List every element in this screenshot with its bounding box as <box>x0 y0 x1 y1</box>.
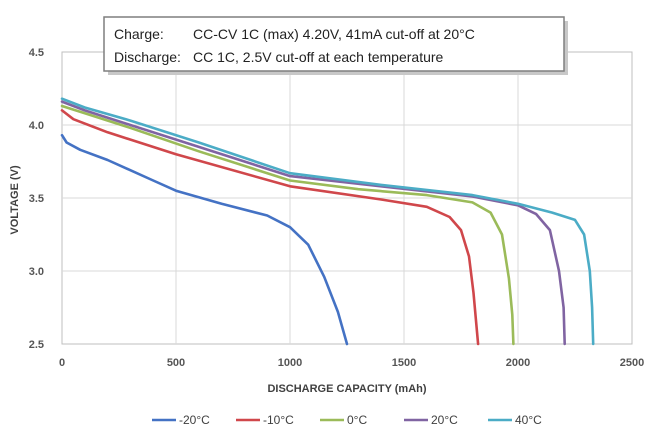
annotation-box: Charge: CC-CV 1C (max) 4.20V, 41mA cut-o… <box>103 16 568 75</box>
grid-layer <box>62 52 632 344</box>
y-tick-label: 3.5 <box>29 193 44 205</box>
annotation-frame <box>103 16 565 72</box>
x-tick-labels: 0 500 1000 1500 2000 2500 <box>59 357 644 369</box>
x-tick-label: 1000 <box>278 357 302 369</box>
y-tick-labels: 2.5 3.0 3.5 4.0 4.5 <box>29 47 44 351</box>
legend-label: -10°C <box>263 413 294 427</box>
series-line <box>60 133 349 346</box>
x-tick-label: 2000 <box>506 357 530 369</box>
series-line <box>60 104 515 346</box>
y-tick-label: 3.0 <box>29 266 44 278</box>
y-tick-label: 2.5 <box>29 339 44 351</box>
annotation-charge-label: Charge: <box>114 26 164 42</box>
legend-label: 0°C <box>347 413 367 427</box>
y-tick-label: 4.5 <box>29 47 44 59</box>
x-tick-label: 1500 <box>392 357 416 369</box>
x-axis-title: DISCHARGE CAPACITY (mAh) <box>267 383 426 395</box>
series-line <box>60 109 480 346</box>
legend-label: 40°C <box>515 413 542 427</box>
legend-label: -20°C <box>179 413 210 427</box>
series-line <box>60 97 595 346</box>
x-tick-label: 2500 <box>620 357 644 369</box>
series-line <box>60 100 566 346</box>
y-tick-label: 4.0 <box>29 120 44 132</box>
x-tick-label: 500 <box>167 357 185 369</box>
x-tick-label: 0 <box>59 357 65 369</box>
legend-label: 20°C <box>431 413 458 427</box>
series-layer <box>60 97 595 346</box>
annotation-charge-text: CC-CV 1C (max) 4.20V, 41mA cut-off at 20… <box>193 26 475 42</box>
legend: -20°C -10°C 0°C 20°C 40°C <box>152 413 542 427</box>
annotation-discharge-text: CC 1C, 2.5V cut-off at each temperature <box>193 49 444 65</box>
annotation-discharge-label: Discharge: <box>114 49 181 65</box>
y-axis-title: VOLTAGE (V) <box>9 165 21 235</box>
